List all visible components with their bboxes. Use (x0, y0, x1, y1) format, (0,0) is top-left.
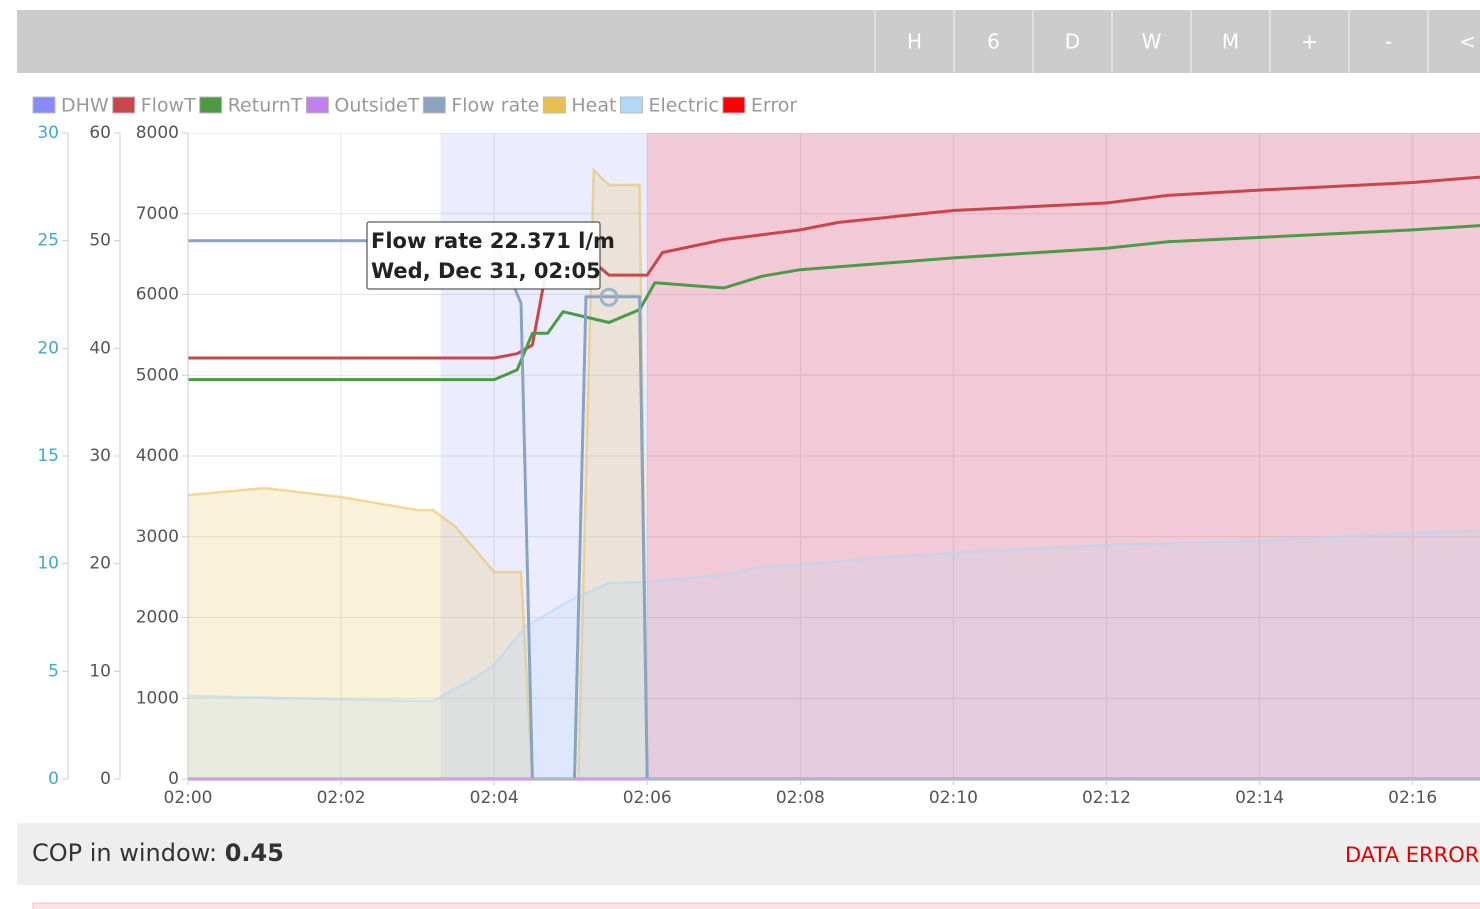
area (188, 170, 1480, 779)
series-line (188, 175, 1480, 360)
legend-swatch (305, 96, 329, 114)
tooltip-text: Wed, Dec 31, 02:05 (371, 259, 601, 283)
y-tick-label: 10 (37, 554, 59, 574)
y-tick-label: 5 (48, 661, 59, 681)
y-tick-label: 0 (100, 769, 111, 789)
legend-swatch (199, 96, 223, 114)
y-tick-label: 30 (37, 123, 59, 143)
x-tick-label: 02:06 (623, 788, 672, 808)
y-tick-label: 15 (37, 446, 59, 466)
toolbar (17, 10, 1480, 73)
legend-swatch (32, 96, 56, 114)
legend-label: Flow rate (451, 95, 539, 117)
legend-swatch (542, 96, 566, 114)
y-tick-label: 40 (89, 338, 111, 358)
toolbar-button[interactable]: + (1301, 30, 1318, 54)
x-tick-label: 02:12 (1082, 788, 1131, 808)
legend-swatch (619, 96, 643, 114)
y-tick-label: 7000 (136, 204, 179, 224)
x-tick-label: 02:04 (470, 788, 519, 808)
y-tick-label: 0 (48, 769, 59, 789)
legend-label: ReturnT (228, 95, 303, 117)
y-tick-label: 50 (89, 231, 111, 251)
legend-label: Electric (648, 95, 718, 117)
alert-bar (32, 902, 1480, 909)
y-tick-label: 1000 (136, 688, 179, 708)
y-tick-label: 10 (89, 661, 111, 681)
area-line (188, 529, 1480, 703)
legend-label: FlowT (141, 95, 196, 117)
band (647, 133, 1480, 779)
legend-label: Heat (571, 95, 616, 117)
x-tick-label: 02:08 (776, 788, 825, 808)
toolbar-button[interactable]: 6 (987, 30, 1000, 54)
x-tick-label: 02:16 (1388, 788, 1437, 808)
status: DATA ERROR (1345, 843, 1479, 867)
x-tick-label: 02:14 (1235, 788, 1284, 808)
x-tick-label: 02:00 (164, 788, 213, 808)
toolbar-button[interactable]: H (907, 30, 922, 54)
y-tick-label: 30 (89, 446, 111, 466)
y-tick-label: 2000 (136, 608, 179, 628)
y-tick-label: 25 (37, 231, 59, 251)
legend-swatch (112, 96, 136, 114)
toolbar-button[interactable]: M (1222, 30, 1239, 54)
x-tick-label: 02:02 (317, 788, 366, 808)
area (188, 531, 1480, 779)
y-tick-label: 4000 (136, 446, 179, 466)
y-tick-label: 60 (89, 123, 111, 143)
legend-swatch (422, 96, 446, 114)
y-tick-label: 6000 (136, 285, 179, 305)
toolbar-button[interactable]: - (1385, 30, 1392, 54)
y-tick-label: 20 (89, 554, 111, 574)
cop-value: 0.45 (225, 839, 284, 867)
toolbar-button[interactable]: D (1065, 30, 1080, 54)
legend-swatch (722, 96, 746, 114)
tooltip-marker (599, 287, 619, 307)
area-line (188, 167, 1480, 781)
cop-text: COP in window: 0.45 (32, 839, 284, 867)
tooltip-box (366, 221, 601, 290)
y-tick-label: 0 (168, 769, 179, 789)
y-tick-label: 5000 (136, 365, 179, 385)
legend-label: OutsideT (334, 95, 419, 117)
x-tick-label: 02:10 (929, 788, 978, 808)
y-tick-label: 3000 (136, 527, 179, 547)
toolbar-button[interactable]: < (1459, 30, 1476, 54)
legend-label: DHW (61, 95, 109, 117)
cop-label: COP in window: (32, 839, 217, 867)
legend-label: Error (751, 95, 798, 117)
toolbar-button[interactable]: W (1142, 30, 1162, 54)
y-tick-label: 20 (37, 338, 59, 358)
series-line (188, 224, 1480, 382)
y-tick-label: 8000 (136, 123, 179, 143)
tooltip-text: Flow rate 22.371 l/m (371, 229, 615, 253)
footer-bar (17, 823, 1480, 885)
